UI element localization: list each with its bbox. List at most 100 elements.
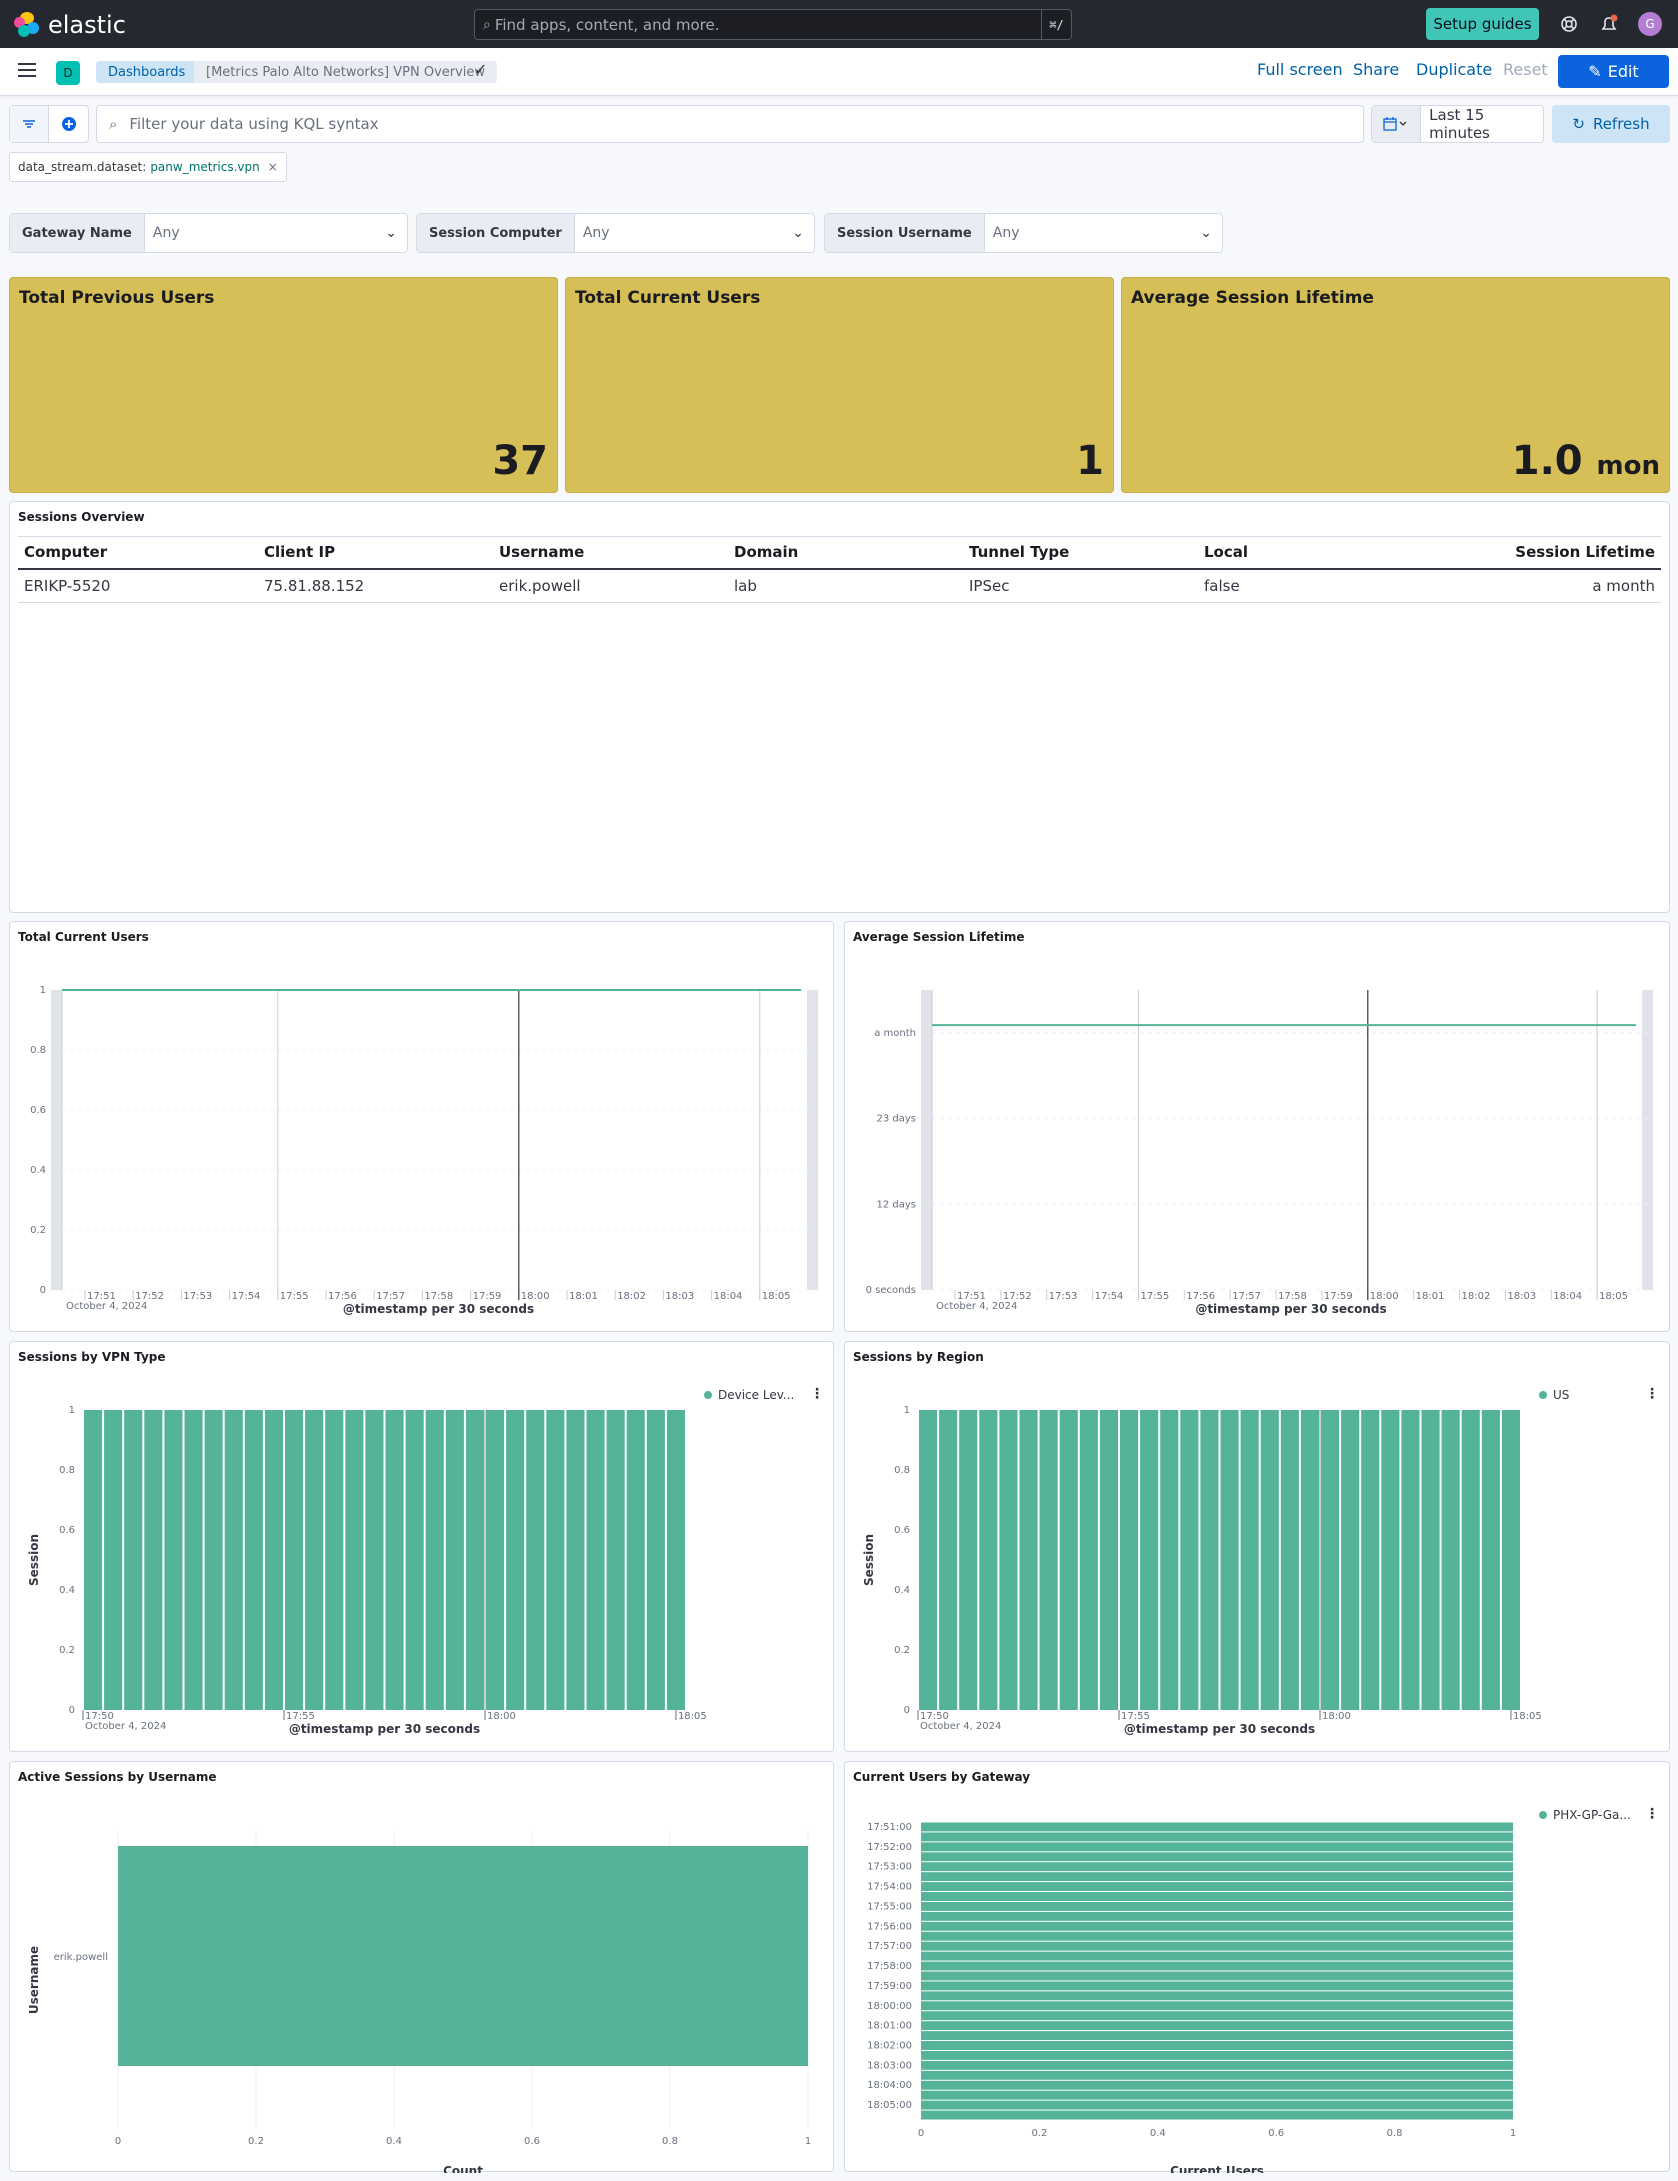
y-tick-label: 0 xyxy=(904,1705,910,1716)
control-label: Session Username xyxy=(825,214,985,252)
x-tick-label: 0.8 xyxy=(662,2136,678,2147)
bar xyxy=(285,1410,304,1710)
bar xyxy=(124,1410,143,1710)
x-tick-label: 18:01 xyxy=(1416,1291,1445,1302)
sessions-overview-panel: Sessions Overview Computer Client IP Use… xyxy=(9,501,1670,913)
x-tick-label: 17:53 xyxy=(1049,1291,1078,1302)
space-badge[interactable]: D xyxy=(56,61,80,85)
panel-title: Sessions Overview xyxy=(18,510,145,524)
bar xyxy=(365,1410,384,1710)
duplicate-button[interactable]: Duplicate xyxy=(1416,60,1493,79)
x-tick-label: 17:55 xyxy=(286,1711,315,1722)
bar xyxy=(646,1410,665,1710)
edit-button[interactable]: ✎ Edit xyxy=(1558,55,1669,88)
column-header[interactable]: Local xyxy=(1198,536,1433,570)
time-range-label[interactable]: Last 15 minutes xyxy=(1429,106,1490,142)
panel-title: Sessions by Region xyxy=(853,1350,984,1364)
average-session-lifetime-chart: 0 seconds 12 days 23 days a month 17:51 17:52… xyxy=(866,990,1653,1316)
legend-options-icon[interactable]: ⋮ xyxy=(1645,1806,1659,1822)
control-session-username[interactable]: Session Username Any ⌄ xyxy=(824,213,1223,253)
bar xyxy=(921,1931,1513,1941)
bar xyxy=(979,1410,998,1710)
filter-pill[interactable]: data_stream.dataset: panw_metrics.vpn × xyxy=(9,152,287,182)
column-header[interactable]: Username xyxy=(493,536,728,570)
x-tick-label: 0 xyxy=(918,2128,924,2139)
chevron-down-icon: ⌄ xyxy=(792,225,804,241)
y-tick-label: 1 xyxy=(40,985,46,996)
filter-pill-field: data_stream.dataset: xyxy=(18,160,147,174)
share-button[interactable]: Share xyxy=(1353,60,1400,79)
average-session-lifetime-panel: Average Session Lifetime 0 seconds 12 day… xyxy=(844,921,1670,1332)
bar xyxy=(445,1410,464,1710)
y-tick-label: 0.4 xyxy=(30,1165,46,1176)
bar xyxy=(921,1951,1513,1961)
panel-title: Current Users by Gateway xyxy=(853,1770,1031,1784)
bar xyxy=(1059,1410,1078,1710)
help-icon[interactable] xyxy=(1557,12,1581,36)
date-picker[interactable]: Last 15 minutes xyxy=(1371,105,1544,143)
legend-item[interactable]: Device Lev... xyxy=(704,1388,794,1402)
refresh-button[interactable]: ↻ Refresh xyxy=(1552,105,1670,143)
column-header[interactable]: Session Lifetime xyxy=(1433,536,1661,570)
menu-toggle-icon[interactable] xyxy=(18,63,36,77)
x-tick-label: 17:57 xyxy=(1232,1291,1261,1302)
close-icon[interactable]: × xyxy=(267,160,278,174)
legend-options-icon[interactable]: ⋮ xyxy=(1645,1386,1659,1402)
add-filter-icon[interactable] xyxy=(49,106,88,142)
column-header[interactable]: Computer xyxy=(18,536,258,570)
breadcrumb-dashboards[interactable]: Dashboards xyxy=(96,61,203,83)
bar xyxy=(385,1410,404,1710)
notifications-icon[interactable] xyxy=(1597,12,1621,36)
bar xyxy=(921,2100,1513,2110)
table-cell: false xyxy=(1198,568,1433,603)
setup-guides-button[interactable]: Setup guides xyxy=(1426,8,1539,40)
bar xyxy=(164,1410,183,1710)
global-search-input[interactable]: ⌕ Find apps, content, and more. ⌘/ xyxy=(474,9,1072,40)
user-avatar[interactable]: G xyxy=(1638,12,1662,36)
x-tick-label: 18:05 xyxy=(678,1711,707,1722)
bar xyxy=(465,1410,484,1710)
bar xyxy=(1220,1410,1239,1710)
date-label: October 4, 2024 xyxy=(85,1721,166,1732)
y-tick-label: 17:54:00 xyxy=(867,1882,912,1893)
bar xyxy=(586,1410,605,1710)
bar xyxy=(1079,1410,1098,1710)
kql-query-input[interactable]: ⌕ Filter your data using KQL syntax xyxy=(96,105,1364,143)
bar xyxy=(118,1846,808,2066)
table-cell: erik.powell xyxy=(493,568,728,603)
legend-item[interactable]: US xyxy=(1539,1388,1569,1402)
bar xyxy=(1381,1410,1400,1710)
full-screen-button[interactable]: Full screen xyxy=(1257,60,1343,79)
filter-menu-icon[interactable] xyxy=(10,106,50,142)
legend-label: US xyxy=(1553,1388,1570,1402)
x-tick-label: 0.6 xyxy=(1268,2128,1284,2139)
elastic-logo[interactable]: elastic xyxy=(14,11,126,39)
y-tick-label: 17:57:00 xyxy=(867,1941,912,1952)
bar xyxy=(666,1410,685,1710)
column-header[interactable]: Domain xyxy=(728,536,963,570)
x-tick-label: 18:04 xyxy=(1553,1291,1582,1302)
bar xyxy=(921,2060,1513,2070)
breadcrumb-current: [Metrics Palo Alto Networks] VPN Overvie… xyxy=(194,61,498,83)
sessions-by-vpn-type-panel: Sessions by VPN Type 0 0.2 0.4 0.6 0.8 1 17:50… xyxy=(9,1341,834,1752)
bar xyxy=(1300,1410,1319,1710)
bar xyxy=(921,2041,1513,2050)
legend-options-icon[interactable]: ⋮ xyxy=(810,1386,824,1402)
y-tick-label: 17:59:00 xyxy=(867,1981,912,1992)
chevron-down-icon: ⌄ xyxy=(385,225,397,241)
table-cell: 75.81.88.152 xyxy=(258,568,493,603)
bar xyxy=(566,1410,585,1710)
y-axis-title: Session xyxy=(862,1534,876,1586)
bar xyxy=(1160,1410,1179,1710)
x-tick-label: 18:02 xyxy=(617,1291,646,1302)
calendar-icon[interactable] xyxy=(1372,106,1422,142)
x-axis-title: @timestamp per 30 seconds xyxy=(289,1722,480,1736)
control-session-computer[interactable]: Session Computer Any ⌄ xyxy=(416,213,815,253)
x-tick-label: 18:04 xyxy=(714,1291,743,1302)
column-header[interactable]: Client IP xyxy=(258,536,493,570)
legend-item[interactable]: PHX-GP-Ga... xyxy=(1539,1808,1631,1822)
control-gateway-name[interactable]: Gateway Name Any ⌄ xyxy=(9,213,408,253)
column-header[interactable]: Tunnel Type xyxy=(963,536,1198,570)
reset-button[interactable]: Reset xyxy=(1503,60,1548,79)
bar xyxy=(184,1410,203,1710)
